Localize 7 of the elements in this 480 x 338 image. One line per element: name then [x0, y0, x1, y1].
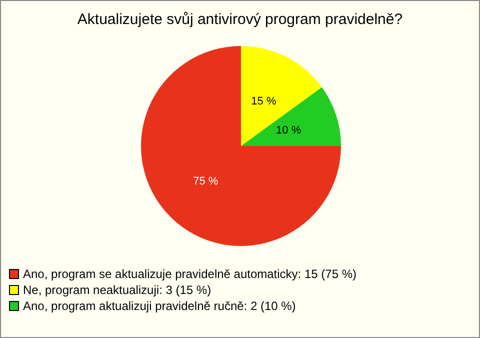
legend-label: Ano, program se aktualizuje pravidelně automaticky: 15 (75 %)	[23, 267, 357, 281]
chart-title: Aktualizujete svůj antivirový program pravidelně?	[76, 11, 404, 28]
legend-label: Ano, program aktualizuji pravidelně ručně: 2 (10 %)	[23, 299, 296, 313]
data-label: 75 %	[193, 175, 218, 188]
data-label: 15 %	[251, 95, 276, 108]
legend-label: Ne, program neaktualizuji: 3 (15 %)	[23, 283, 212, 297]
data-label: 10 %	[276, 124, 302, 137]
